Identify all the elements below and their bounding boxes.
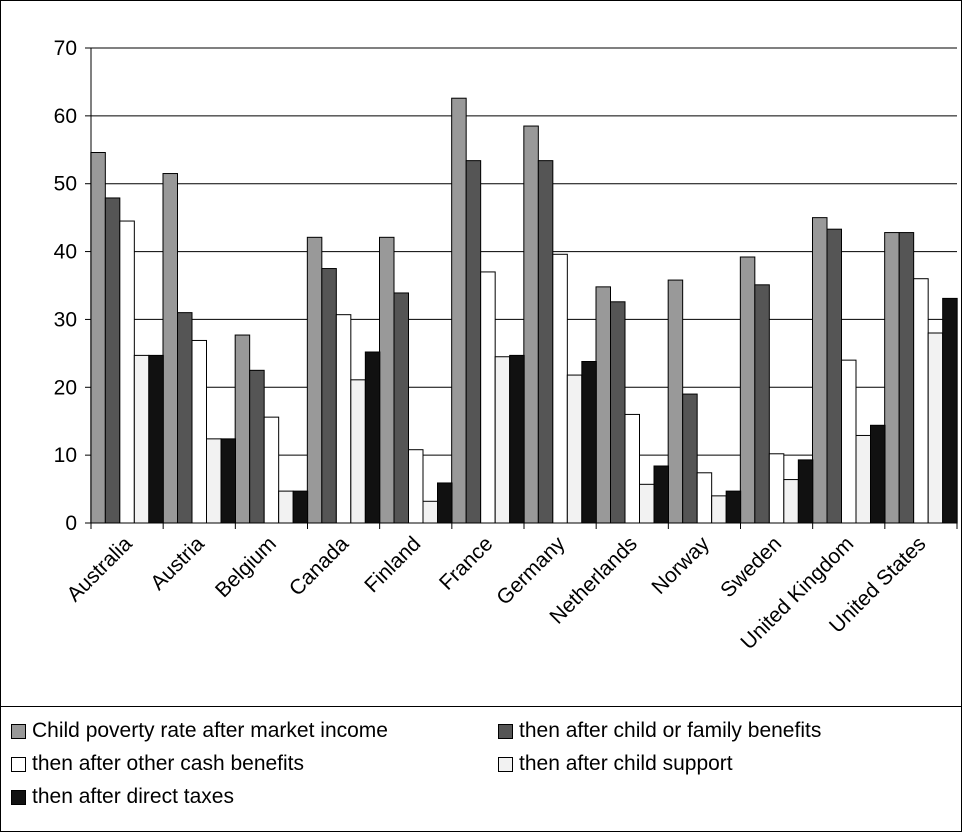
- bar-australia-series-1: [104, 197, 121, 524]
- legend-label: then after direct taxes: [32, 785, 234, 808]
- x-category-label: Norway: [647, 532, 714, 599]
- bar-france-series-3: [494, 356, 511, 524]
- bar-germany-series-2: [552, 253, 568, 524]
- legend-swatch-direct-taxes: [11, 789, 26, 805]
- bar-canada-series-3: [350, 379, 366, 524]
- bar-canada-series-4: [364, 351, 381, 524]
- bar-germany-series-1: [537, 160, 554, 524]
- bar-norway-series-4: [725, 490, 742, 524]
- x-category-label: Canada: [285, 532, 354, 601]
- bar-netherlands-series-1: [610, 301, 626, 524]
- bar-sweden-series-1: [754, 284, 770, 524]
- legend-swatch-other-cash-benefits: [11, 756, 26, 772]
- bar-germany-series-4: [581, 361, 597, 524]
- bar-sweden-series-0: [739, 256, 756, 524]
- bar-austria-series-2: [191, 339, 207, 524]
- bar-finland-series-3: [422, 500, 438, 524]
- bar-finland-series-4: [437, 482, 453, 524]
- x-category-label: Belgium: [211, 532, 281, 602]
- y-tick-label: 20: [54, 376, 77, 399]
- legend-label: then after other cash benefits: [32, 752, 305, 775]
- bar-france-series-0: [451, 97, 467, 524]
- bar-austria-series-4: [220, 438, 236, 524]
- bar-chart: 0 10 20 30 40 50 60 70 Australia Austria Belgium C…: [54, 37, 958, 654]
- bar-belgium-series-2: [263, 416, 280, 524]
- bar-united-kingdom-series-2: [841, 359, 857, 524]
- bar-austria-series-1: [177, 312, 193, 524]
- y-tick-labels: 0 10 20 30 40 50 60 70: [54, 37, 77, 535]
- bar-australia-series-4: [148, 354, 164, 524]
- legend-label: Child poverty rate after market income: [32, 719, 388, 742]
- bar-sweden-series-2: [768, 453, 785, 524]
- bar-norway-series-3: [711, 495, 727, 524]
- bar-netherlands-series-2: [624, 413, 640, 524]
- y-tick-label: 30: [54, 308, 77, 331]
- legend-label: then after child or family benefits: [519, 719, 822, 742]
- y-tick-label: 0: [65, 512, 77, 535]
- bar-canada-series-1: [321, 268, 337, 524]
- bar-belgium-series-3: [278, 490, 294, 524]
- x-category-label: Finland: [360, 532, 425, 597]
- bar-united-kingdom-series-1: [826, 228, 842, 524]
- bar-united-states-series-4: [942, 297, 958, 524]
- bar-norway-series-0: [667, 279, 684, 524]
- bar-united-kingdom-series-3: [855, 434, 871, 524]
- y-tick-label: 50: [54, 173, 77, 196]
- x-category-label: Austria: [146, 532, 209, 595]
- bar-australia-series-3: [133, 354, 150, 524]
- bar-united-states-series-0: [884, 232, 900, 524]
- bar-belgium-series-1: [249, 369, 265, 524]
- bar-canada-series-2: [335, 314, 352, 524]
- y-tick-label: 40: [54, 241, 77, 264]
- x-category-label: France: [435, 532, 497, 594]
- legend-swatch-family-benefits: [498, 723, 513, 739]
- y-tick-label: 70: [54, 37, 77, 60]
- bar-austria-series-0: [162, 173, 178, 524]
- bar-norway-series-1: [682, 393, 698, 524]
- y-tick-label: 10: [54, 444, 77, 467]
- bar-france-series-1: [465, 160, 482, 524]
- bar-germany-series-0: [523, 125, 539, 524]
- x-category-label: Australia: [63, 532, 137, 606]
- bar-united-kingdom-series-0: [812, 217, 828, 524]
- legend: Child poverty rate after market income t…: [1, 706, 962, 833]
- bar-sweden-series-4: [797, 459, 814, 524]
- bar-belgium-series-4: [292, 490, 309, 524]
- bar-belgium-series-0: [234, 334, 251, 524]
- legend-swatch-market-income: [11, 723, 26, 739]
- bar-sweden-series-3: [783, 479, 799, 524]
- bar-france-series-4: [509, 354, 525, 524]
- bar-netherlands-series-4: [653, 465, 669, 524]
- bar-united-states-series-3: [927, 332, 944, 524]
- bar-netherlands-series-3: [639, 483, 655, 524]
- bars: [90, 97, 958, 524]
- bar-france-series-2: [480, 271, 496, 524]
- x-category-label: Germany: [492, 532, 570, 610]
- bar-united-states-series-2: [913, 278, 929, 524]
- x-category-label: Sweden: [716, 532, 786, 602]
- bar-finland-series-1: [393, 292, 409, 524]
- legend-item-market-income: Child poverty rate after market income: [11, 719, 388, 743]
- bar-germany-series-3: [566, 374, 583, 524]
- legend-swatch-child-support: [498, 756, 513, 772]
- legend-item-direct-taxes: then after direct taxes: [11, 785, 234, 809]
- axes: [85, 47, 958, 529]
- bar-finland-series-0: [379, 236, 395, 524]
- bar-finland-series-2: [408, 449, 424, 524]
- bar-australia-series-0: [90, 152, 106, 524]
- y-tick-label: 60: [54, 105, 77, 128]
- bar-united-states-series-1: [898, 232, 915, 524]
- legend-label: then after child support: [519, 752, 733, 775]
- x-category-labels: Australia Austria Belgium Canada Finland Fran…: [63, 532, 931, 654]
- bar-norway-series-2: [696, 472, 713, 524]
- legend-item-other-cash-benefits: then after other cash benefits: [11, 752, 304, 776]
- bar-australia-series-2: [119, 220, 135, 524]
- bar-netherlands-series-0: [595, 286, 611, 524]
- bar-canada-series-0: [306, 236, 323, 524]
- legend-item-child-support: then after child support: [498, 752, 733, 776]
- bar-austria-series-3: [206, 438, 222, 524]
- legend-item-family-benefits: then after child or family benefits: [498, 719, 821, 743]
- bar-united-kingdom-series-4: [870, 424, 886, 524]
